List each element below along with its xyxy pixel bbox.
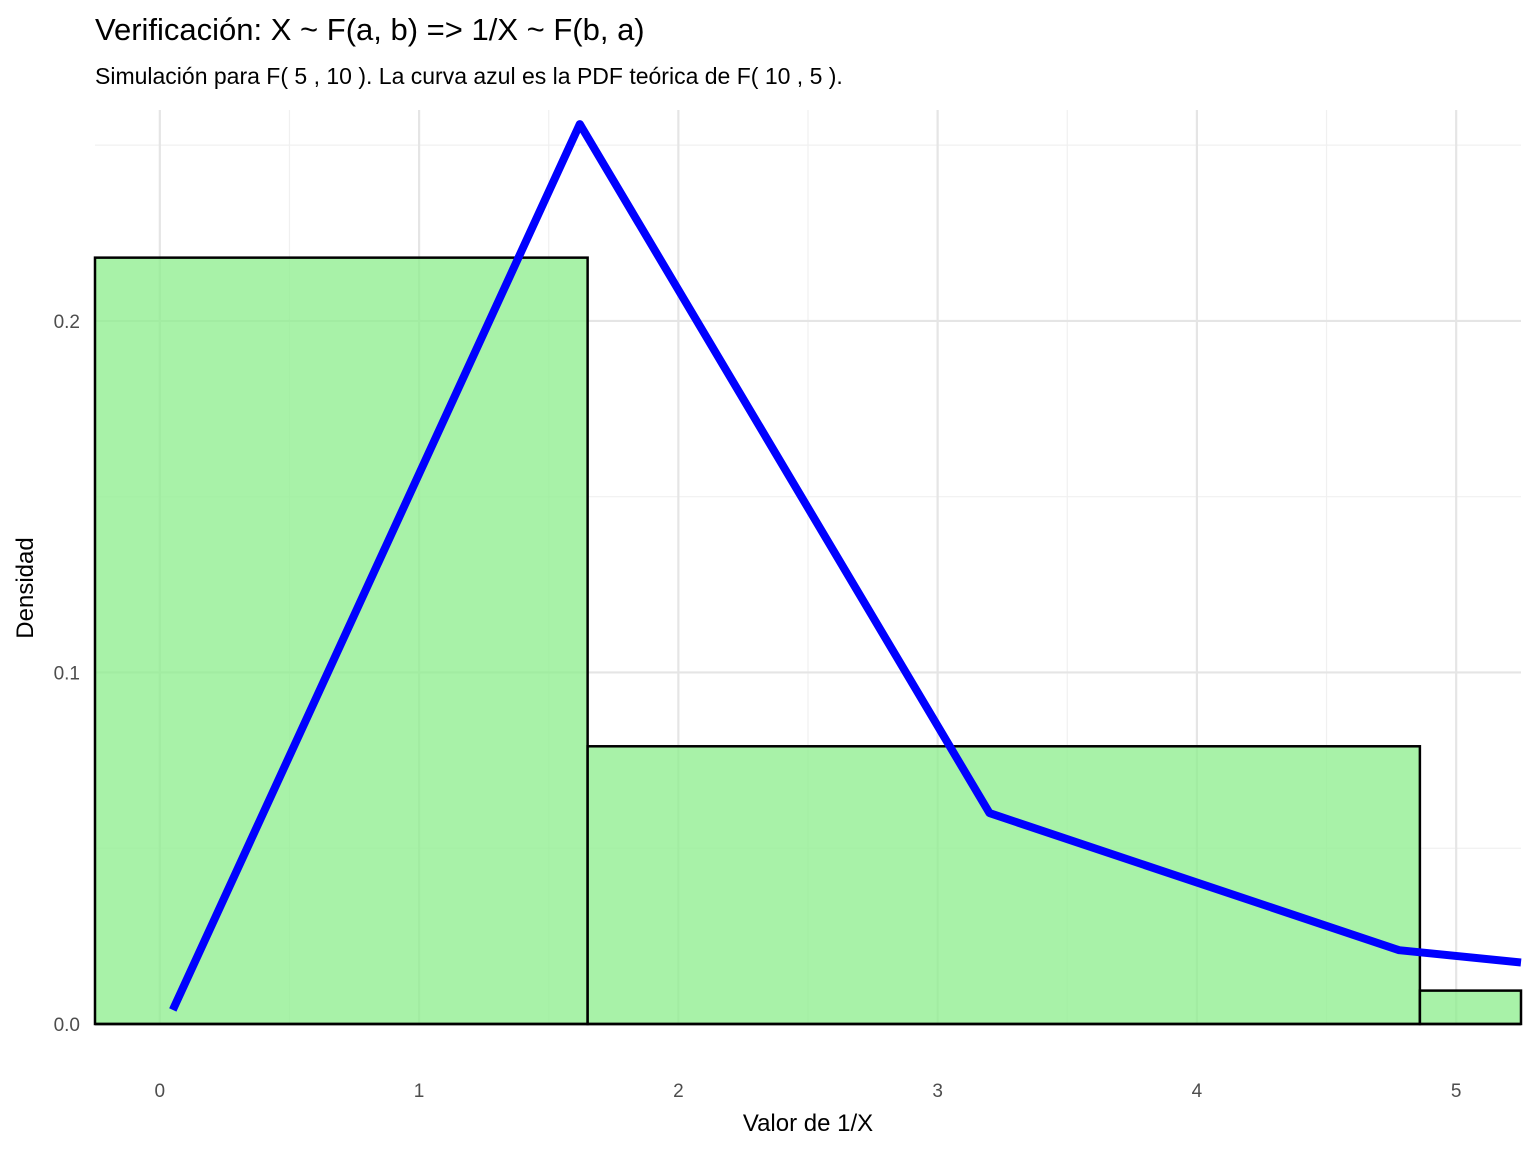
chart-subtitle: Simulación para F( 5 , 10 ). La curva az… [95, 63, 843, 89]
theoretical-pdf-line [169, 120, 1522, 1012]
x-axis-title: Valor de 1/X [743, 1110, 873, 1137]
histogram-bar [1418, 989, 1523, 1026]
y-axis-title: Densidad [12, 537, 39, 638]
tick-labels: 0 1 2 3 4 5 0.0 0.1 0.2 [54, 312, 1462, 1102]
x-tick-label: 3 [932, 1081, 943, 1102]
x-tick-label: 0 [155, 1081, 166, 1102]
x-tick-label: 5 [1451, 1081, 1462, 1102]
y-tick-label: 0.0 [54, 1015, 80, 1036]
histogram-bar [586, 745, 1422, 1026]
x-tick-label: 2 [673, 1081, 684, 1102]
y-tick-label: 0.2 [54, 312, 80, 333]
density-curve-layer [169, 120, 1522, 1012]
x-tick-label: 1 [414, 1081, 425, 1102]
x-tick-label: 4 [1192, 1081, 1203, 1102]
y-tick-label: 0.1 [54, 663, 80, 684]
chart-title: Verificación: X ~ F(a, b) => 1/X ~ F(b, … [95, 12, 645, 47]
